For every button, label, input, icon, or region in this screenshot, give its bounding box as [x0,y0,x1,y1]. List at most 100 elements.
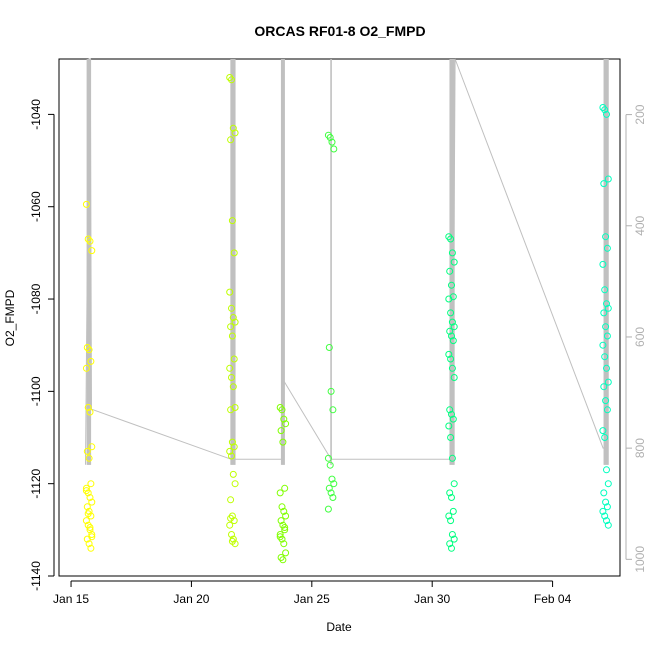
data-point [227,136,235,144]
data-point [603,364,610,372]
data-point [277,554,285,561]
data-point [450,258,458,266]
data-point [82,200,90,208]
data-point [279,556,287,564]
data-point [602,397,610,405]
data-point [601,434,609,441]
data-point [445,295,453,303]
x-axis-label: Date [326,620,352,634]
data-point [88,443,96,451]
data-point [228,332,236,340]
x-tick-label: Jan 25 [294,592,330,606]
data-point [448,318,456,326]
data-point [445,512,453,520]
data-point [324,454,332,462]
data-point [604,521,612,529]
data-point [84,521,92,529]
data-point [87,480,95,488]
data-point [327,387,335,395]
y-tick-label: -1040 [29,99,43,130]
data-point [447,434,455,441]
y-tick-label: -1060 [29,191,43,222]
x-tick-label: Jan 20 [173,592,209,606]
altitude-layer [85,58,609,465]
data-point [450,480,458,488]
data-point [599,341,607,349]
data-point [86,526,94,534]
data-point [604,175,612,183]
data-point [282,420,290,428]
right-tick-label: 200 [633,104,647,124]
data-point [450,535,458,543]
data-point [228,217,236,225]
data-point [447,355,455,363]
data-point [282,512,290,520]
y-tick-label: -1080 [29,283,43,314]
data-point [281,524,289,531]
data-point [603,332,611,340]
chart-title: ORCAS RF01-8 O2_FMPD [254,23,425,39]
data-point [281,526,289,534]
data-point [278,503,286,511]
data-point [447,309,455,317]
data-point [330,145,338,153]
y-tick-label: -1120 [29,468,43,498]
data-point [325,484,333,492]
data-point [600,489,608,497]
data-point [228,374,235,381]
data-point [603,244,611,252]
data-point [601,512,609,520]
data-point [324,131,332,139]
data-point [228,304,235,312]
axes-layer: -1140 -1120 -1100 -1080 -1060 -1040 200 400 600 8… [29,99,647,606]
data-point [280,415,288,423]
data-point [328,138,336,146]
data-point [445,233,453,241]
data-point [449,507,457,515]
data-point [228,537,236,545]
data-point [276,533,284,541]
data-point [325,344,333,351]
data-point [448,531,456,538]
data-point [602,233,610,241]
data-point [326,134,334,141]
data-point [228,512,236,520]
data-point [603,466,610,474]
data-point [86,237,94,245]
data-point [229,314,237,321]
data-point [88,247,96,255]
altitude-line [85,58,609,465]
data-point [600,383,608,391]
data-point [448,364,456,372]
data-point [328,475,336,483]
data-point [230,249,238,257]
data-point [599,260,607,268]
data-point [230,355,238,363]
data-point [84,510,92,518]
data-point [448,544,455,552]
y-tick-label: -1100 [29,376,43,406]
data-point [88,498,96,506]
data-point [86,408,94,416]
data-point [448,494,455,501]
data-point [449,415,457,423]
data-point [326,461,334,469]
data-point [231,129,239,137]
data-point [82,517,90,525]
data-point [446,489,454,497]
data-point [603,300,610,308]
data-point [604,304,612,312]
data-point [229,383,237,391]
data-point [604,378,612,386]
data-point [87,357,95,365]
data-point [599,507,607,515]
points-layer [82,74,612,564]
data-point [85,454,93,462]
x-tick-label: Feb 04 [534,592,572,606]
data-point [448,454,456,462]
data-point [226,447,234,455]
data-point [88,531,96,538]
data-point [82,487,90,495]
data-point [599,427,607,435]
data-point [277,517,285,525]
